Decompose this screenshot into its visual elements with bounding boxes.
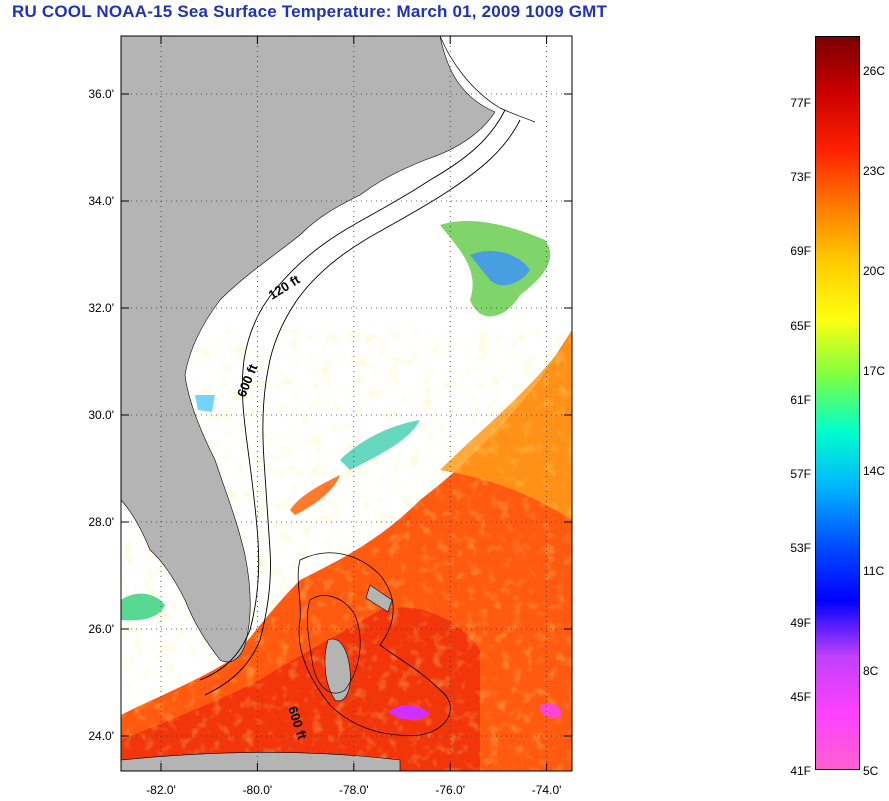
lat-tick-label: 30.0' xyxy=(88,408,114,422)
lat-tick-label: 34.0' xyxy=(88,194,114,208)
sst-cool-patch-south-shelf xyxy=(340,420,420,470)
colorbar-label-celsius: 5C xyxy=(863,764,879,778)
contour-bahamas-bank xyxy=(297,552,451,736)
map-ticks: 36.0' 34.0' 32.0' 30.0' 28.0' 26.0' 24.0' -82.0… xyxy=(88,36,572,797)
colorbar-label-celsius: 17C xyxy=(863,364,886,378)
land-bahamas-andros xyxy=(324,638,351,702)
page-title: RU COOL NOAA-15 Sea Surface Temperature:… xyxy=(12,2,608,21)
colorbar-label-celsius: 20C xyxy=(863,264,886,278)
sst-cool-patch-midshelf xyxy=(290,475,340,515)
lon-tick-label: -76.0' xyxy=(435,783,465,797)
colorbar-label-celsius: 26C xyxy=(863,64,886,78)
sst-cool-patch-coast xyxy=(195,395,215,412)
land-cuba xyxy=(121,752,401,771)
lat-tick-label: 28.0' xyxy=(88,515,114,529)
colorbar-label-fahrenheit: 53F xyxy=(790,541,811,556)
colorbar-label-fahrenheit: 45F xyxy=(790,689,811,704)
colorbar-label-fahrenheit: 41F xyxy=(790,764,811,778)
land-us-coast xyxy=(121,36,496,663)
contour-600ft xyxy=(204,119,521,696)
sst-cold-patch-east xyxy=(539,703,562,719)
contour-120ft xyxy=(199,109,506,681)
colorbar-label-fahrenheit: 61F xyxy=(790,392,811,407)
lon-tick-label: -82.0' xyxy=(146,783,176,797)
colorbar-label-fahrenheit: 65F xyxy=(790,318,811,333)
colorbar-label-fahrenheit: 77F xyxy=(790,96,811,110)
lon-tick-label: -80.0' xyxy=(243,783,273,797)
map-grid xyxy=(121,36,572,771)
land-bahamas-eleuthera xyxy=(365,584,393,613)
colorbar-label-fahrenheit: 73F xyxy=(790,170,811,185)
lon-tick-label: -74.0' xyxy=(532,783,562,797)
temperature-colorbar xyxy=(815,36,860,770)
map-frame xyxy=(120,35,573,772)
lat-tick-label: 24.0' xyxy=(88,729,114,743)
lat-tick-label: 32.0' xyxy=(88,301,114,315)
contour-bahamas-inner xyxy=(307,595,361,694)
colorbar-label-celsius: 11C xyxy=(863,564,885,578)
sst-cool-patch-north-blue xyxy=(470,250,530,286)
sst-cold-patch-bahamas xyxy=(388,705,430,720)
colorbar-label-fahrenheit: 69F xyxy=(790,244,811,259)
colorbar-label-celsius: 23C xyxy=(863,164,886,178)
colorbar-label-celsius: 8C xyxy=(863,664,879,678)
lon-tick-label: -78.0' xyxy=(339,783,369,797)
lat-tick-label: 26.0' xyxy=(88,622,114,636)
lat-tick-label: 36.0' xyxy=(88,87,114,101)
colorbar-label-fahrenheit: 49F xyxy=(790,615,811,630)
sst-gulf-cool xyxy=(121,593,165,621)
colorbar-label-celsius: 14C xyxy=(863,464,886,478)
colorbar-label-fahrenheit: 57F xyxy=(790,467,811,482)
